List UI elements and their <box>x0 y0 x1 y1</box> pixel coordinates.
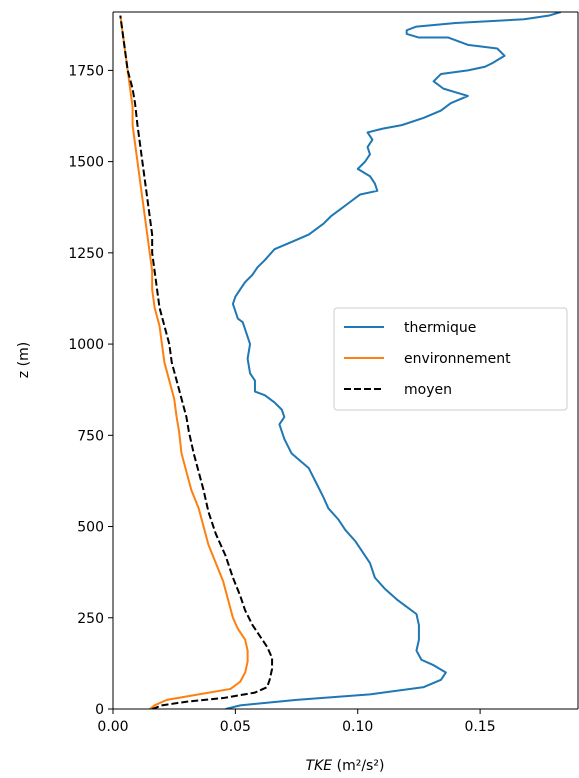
axes-frame <box>112 11 579 710</box>
x-tick-label: 0.10 <box>342 719 373 735</box>
series-layer <box>119 12 562 709</box>
legend: thermique environnement moyen <box>333 307 568 411</box>
y-tick-label: 250 <box>77 611 104 627</box>
x-axis-label-unit: (m²/s²) <box>332 758 384 774</box>
y-tick-label: 0 <box>95 702 104 718</box>
y-tick-label: 1500 <box>68 155 104 171</box>
legend-label-moyen: moyen <box>404 382 452 398</box>
y-tick-label: 1750 <box>68 63 104 79</box>
x-ticks: 0.00 0.05 0.10 0.15 <box>97 709 496 735</box>
x-tick-label: 0.00 <box>97 719 128 735</box>
series-line-environnement <box>119 15 249 709</box>
series-line-thermique <box>225 12 562 709</box>
legend-label-environnement: environnement <box>404 351 511 367</box>
y-tick-label: 750 <box>77 428 104 444</box>
y-ticks: 0 250 500 750 1000 1250 1500 1750 <box>68 63 113 718</box>
x-axis-label: TKE (m²/s²) <box>306 758 385 774</box>
x-tick-label: 0.15 <box>465 719 496 735</box>
legend-label-thermique: thermique <box>404 320 476 336</box>
y-tick-label: 1000 <box>68 337 104 353</box>
series-line-moyen <box>119 15 274 709</box>
y-tick-label: 1250 <box>68 246 104 262</box>
legend-box <box>333 307 568 411</box>
x-axis-label-quantity: TKE <box>306 758 333 774</box>
y-tick-label: 500 <box>77 520 104 536</box>
x-tick-label: 0.05 <box>220 719 251 735</box>
y-axis-label: z (m) <box>16 342 32 378</box>
